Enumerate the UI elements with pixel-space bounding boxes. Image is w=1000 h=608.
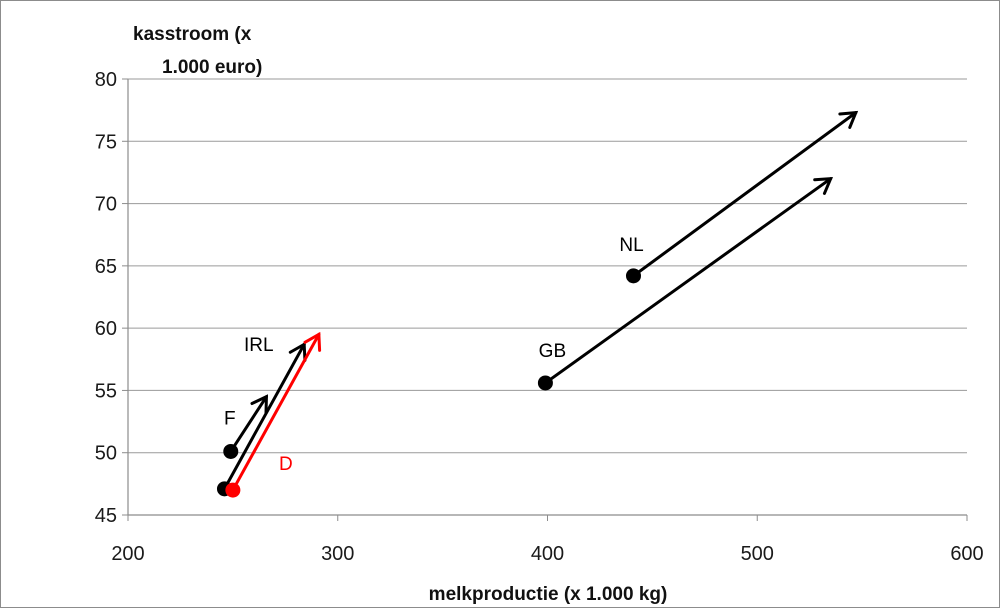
point-label-F: F <box>224 408 236 429</box>
y-tick-label-70: 70 <box>95 194 117 216</box>
y-tick-labels: 45 50 55 60 65 70 75 80 <box>95 69 117 527</box>
y-tick-label-55: 55 <box>95 380 117 402</box>
x-tick-label-400: 400 <box>531 543 564 565</box>
y-axis-title-line-1: kasstroom (x <box>133 24 252 45</box>
point-GB <box>538 375 553 390</box>
arrow-NL <box>633 113 855 276</box>
gridlines <box>128 79 967 453</box>
x-tick-label-300: 300 <box>321 543 354 565</box>
point-D <box>225 483 240 498</box>
point-NL <box>626 268 641 283</box>
arrows <box>224 113 855 490</box>
x-tick-label-600: 600 <box>950 543 983 565</box>
x-axis-title: melkproductie (x 1.000 kg) <box>429 584 668 605</box>
point-label-NL: NL <box>619 235 643 256</box>
point-F <box>223 444 238 459</box>
y-axis-title-line-2: 1.000 euro) <box>162 57 262 78</box>
arrow-D <box>233 334 319 490</box>
y-tick-label-65: 65 <box>95 256 117 278</box>
point-label-IRL: IRL <box>244 335 274 356</box>
y-tick-label-45: 45 <box>95 505 117 527</box>
y-tick-label-75: 75 <box>95 131 117 153</box>
x-tick-labels: 200 300 400 500 600 <box>111 543 983 565</box>
point-labels: NL GB F IRL D <box>224 235 644 475</box>
y-tick-label-80: 80 <box>95 69 117 91</box>
point-label-GB: GB <box>539 341 566 362</box>
x-tick-label-500: 500 <box>741 543 774 565</box>
y-tick-label-60: 60 <box>95 318 117 340</box>
point-label-D: D <box>279 454 293 475</box>
y-tick-label-50: 50 <box>95 443 117 465</box>
arrow-GB <box>545 179 830 383</box>
axes <box>122 79 967 521</box>
x-tick-label-200: 200 <box>111 543 144 565</box>
